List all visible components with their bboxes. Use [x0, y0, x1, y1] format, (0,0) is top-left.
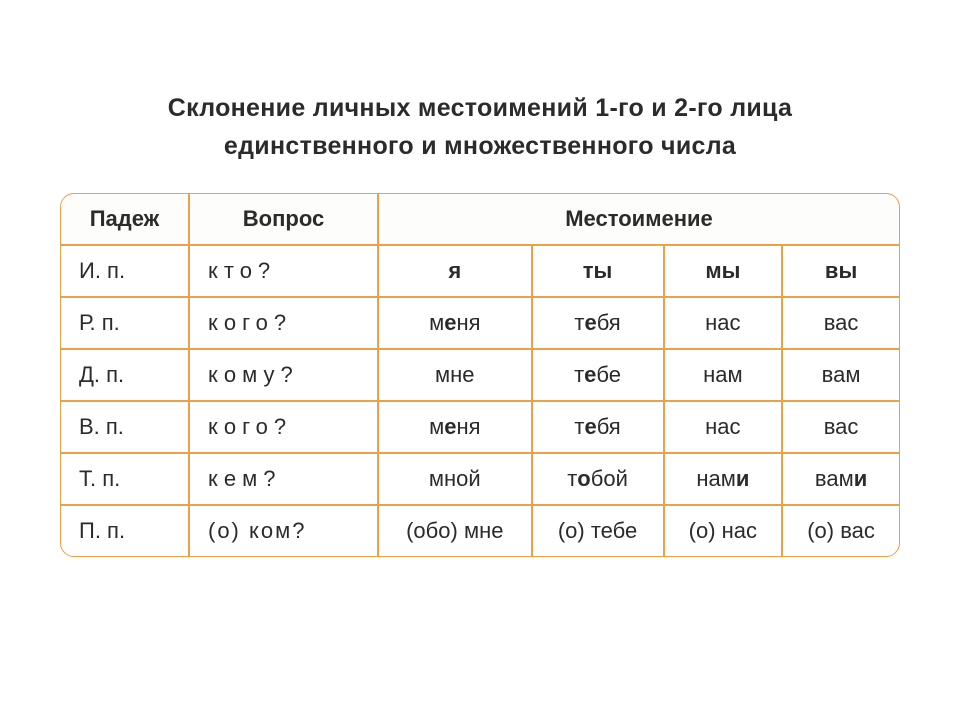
cell-pronoun: (о) тебе: [532, 505, 664, 557]
cell-question: кого?: [189, 297, 378, 349]
cell-pronoun: вы: [782, 245, 900, 297]
cell-question: кому?: [189, 349, 378, 401]
table-row: В. п.кого?менятебянасвас: [60, 401, 900, 453]
cell-pronoun: вами: [782, 453, 900, 505]
col-header-case: Падеж: [60, 193, 189, 245]
cell-question: кого?: [189, 401, 378, 453]
cell-case: Д. п.: [60, 349, 189, 401]
cell-pronoun: меня: [378, 401, 532, 453]
declension-table: Падеж Вопрос Местоимение И. п.кто?ятымыв…: [60, 193, 900, 557]
table-row: И. п.кто?ятымывы: [60, 245, 900, 297]
cell-pronoun: мной: [378, 453, 532, 505]
cell-pronoun: нас: [664, 297, 783, 349]
cell-question: (о) ком?: [189, 505, 378, 557]
cell-pronoun: меня: [378, 297, 532, 349]
cell-pronoun: вам: [782, 349, 900, 401]
cell-pronoun: (обо) мне: [378, 505, 532, 557]
cell-pronoun: вас: [782, 297, 900, 349]
col-header-pronoun: Местоимение: [378, 193, 900, 245]
cell-case: Р. п.: [60, 297, 189, 349]
table-head: Падеж Вопрос Местоимение: [60, 193, 900, 245]
cell-pronoun: тебе: [532, 349, 664, 401]
cell-pronoun: нам: [664, 349, 783, 401]
cell-case: Т. п.: [60, 453, 189, 505]
cell-pronoun: я: [378, 245, 532, 297]
cell-pronoun: (о) вас: [782, 505, 900, 557]
cell-pronoun: вас: [782, 401, 900, 453]
cell-pronoun: тебя: [532, 401, 664, 453]
cell-pronoun: тобой: [532, 453, 664, 505]
table-row: Р. п.кого?менятебянасвас: [60, 297, 900, 349]
cell-pronoun: мне: [378, 349, 532, 401]
cell-pronoun: ты: [532, 245, 664, 297]
cell-question: кто?: [189, 245, 378, 297]
cell-pronoun: (о) нас: [664, 505, 783, 557]
title-line-2: единственного и множественного числа: [224, 132, 736, 160]
cell-pronoun: нас: [664, 401, 783, 453]
cell-pronoun: мы: [664, 245, 783, 297]
cell-case: В. п.: [60, 401, 189, 453]
cell-case: И. п.: [60, 245, 189, 297]
cell-case: П. п.: [60, 505, 189, 557]
cell-question: кем?: [189, 453, 378, 505]
table-body: И. п.кто?ятымывыР. п.кого?менятебянасвас…: [60, 245, 900, 557]
title-line-1: Склонение личных местоимений 1-го и 2-го…: [168, 94, 793, 122]
page-title: Склонение личных местоимений 1-го и 2-го…: [60, 90, 900, 165]
table-row: Д. п.кому?мнетебенамвам: [60, 349, 900, 401]
table-row: П. п.(о) ком?(обо) мне(о) тебе(о) нас(о)…: [60, 505, 900, 557]
cell-pronoun: тебя: [532, 297, 664, 349]
col-header-question: Вопрос: [189, 193, 378, 245]
table-row: Т. п.кем?мнойтобойнамивами: [60, 453, 900, 505]
cell-pronoun: нами: [664, 453, 783, 505]
